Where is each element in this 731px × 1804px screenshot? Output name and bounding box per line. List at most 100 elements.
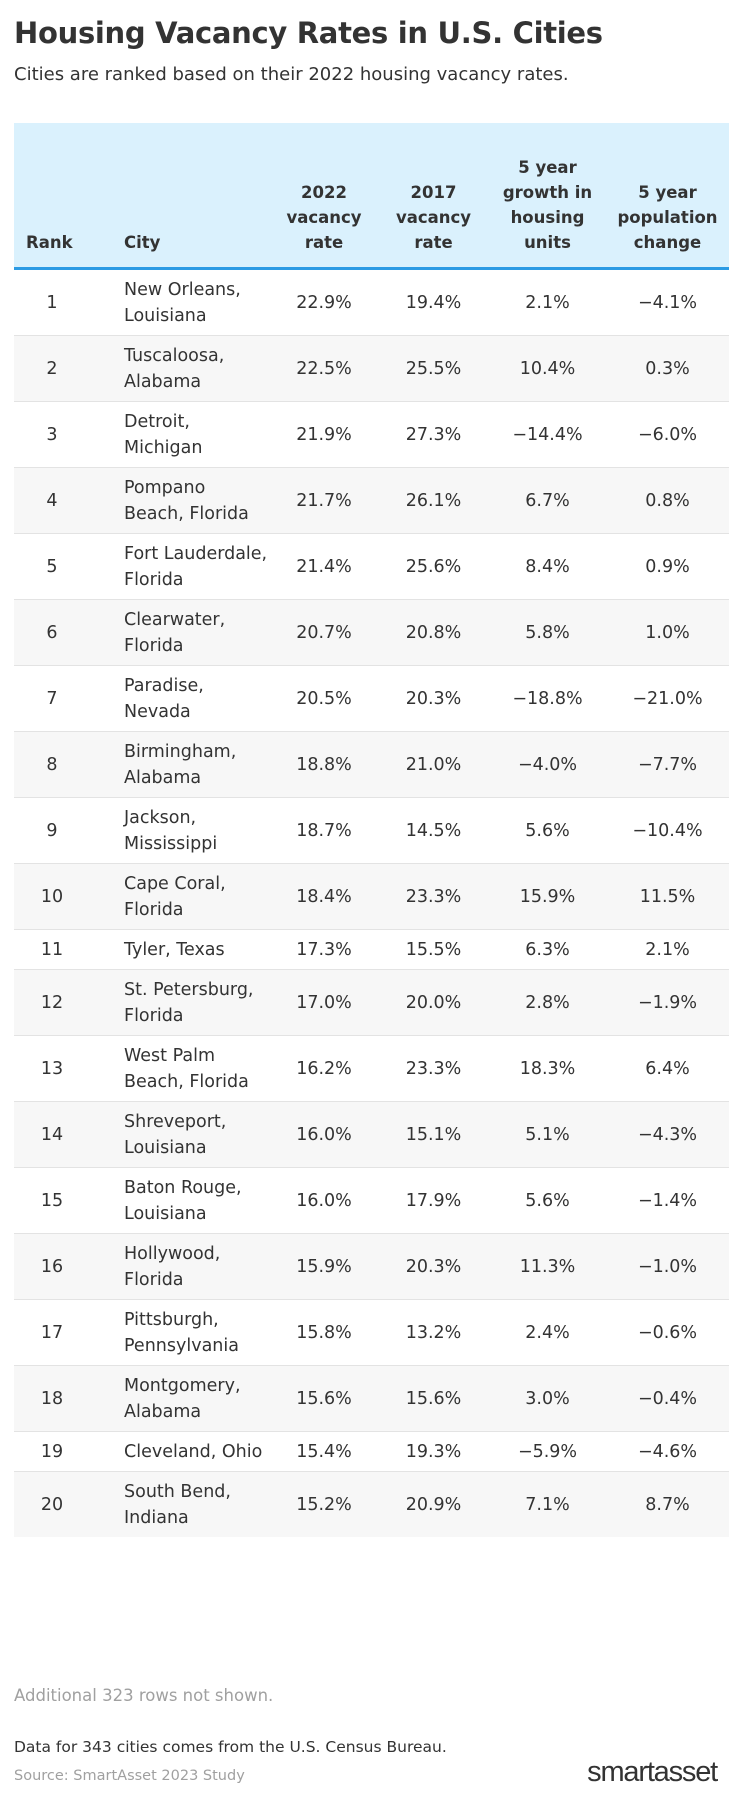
vacancy-2022-cell: 15.8% [270, 1299, 378, 1366]
housing-growth-cell: 6.7% [489, 467, 606, 534]
vacancy-2022-cell: 21.9% [270, 401, 378, 468]
population-change-cell: −1.4% [606, 1167, 729, 1234]
housing-growth-cell: 6.3% [489, 929, 606, 970]
population-change-cell: −4.6% [606, 1431, 729, 1472]
vacancy-table-container: Rank City 2022 vacancy rate 2017 vacancy… [14, 123, 729, 1537]
population-change-cell: 11.5% [606, 863, 729, 930]
column-header-2022-vacancy-rate: 2022 vacancy rate [270, 123, 378, 270]
housing-growth-cell: −14.4% [489, 401, 606, 468]
table-row: 17 Pittsburgh, Pennsylvania 15.8% 13.2% 2.4%… [14, 1299, 729, 1366]
population-change-cell: −7.7% [606, 731, 729, 798]
housing-growth-cell: 15.9% [489, 863, 606, 930]
table-row: 7 Paradise, Nevada 20.5% 20.3% −18.8% −21.0% [14, 665, 729, 732]
city-cell: New Orleans, Louisiana [124, 268, 270, 336]
population-change-cell: −0.6% [606, 1299, 729, 1366]
vacancy-2017-cell: 25.5% [378, 335, 489, 402]
vacancy-2022-cell: 21.4% [270, 533, 378, 600]
rank-cell: 2 [14, 335, 124, 402]
housing-growth-cell: 2.8% [489, 969, 606, 1036]
city-cell: St. Petersburg, Florida [124, 969, 270, 1036]
population-change-cell: −4.1% [606, 268, 729, 336]
city-cell: Cape Coral, Florida [124, 863, 270, 930]
population-change-cell: 0.9% [606, 533, 729, 600]
table-row: 15 Baton Rouge, Louisiana 16.0% 17.9% 5.6% −1… [14, 1167, 729, 1234]
population-change-cell: −1.0% [606, 1233, 729, 1300]
population-change-cell: −6.0% [606, 401, 729, 468]
city-cell: Pittsburgh, Pennsylvania [124, 1299, 270, 1366]
housing-growth-cell: −4.0% [489, 731, 606, 798]
table-row: 4 Pompano Beach, Florida 21.7% 26.1% 6.7% 0.8… [14, 467, 729, 534]
population-change-cell: 2.1% [606, 929, 729, 970]
rank-cell: 20 [14, 1471, 124, 1537]
table-row: 10 Cape Coral, Florida 18.4% 23.3% 15.9% 11.5… [14, 863, 729, 930]
table-row: 8 Birmingham, Alabama 18.8% 21.0% −4.0% −7.7% [14, 731, 729, 798]
vacancy-2017-cell: 17.9% [378, 1167, 489, 1234]
rank-cell: 3 [14, 401, 124, 468]
vacancy-2017-cell: 20.0% [378, 969, 489, 1036]
table-row: 16 Hollywood, Florida 15.9% 20.3% 11.3% −1.0% [14, 1233, 729, 1300]
city-cell: West Palm Beach, Florida [124, 1035, 270, 1102]
vacancy-2022-cell: 16.0% [270, 1101, 378, 1168]
vacancy-2017-cell: 23.3% [378, 863, 489, 930]
housing-growth-cell: 5.6% [489, 797, 606, 864]
vacancy-2017-cell: 20.9% [378, 1471, 489, 1537]
city-cell: Paradise, Nevada [124, 665, 270, 732]
city-cell: Jackson, Mississippi [124, 797, 270, 864]
table-row: 14 Shreveport, Louisiana 16.0% 15.1% 5.1% −4.… [14, 1101, 729, 1168]
page-title: Housing Vacancy Rates in U.S. Cities [14, 16, 603, 50]
city-cell: Tyler, Texas [124, 929, 270, 970]
column-header-housing-unit-growth: 5 year growth in housing units [489, 123, 606, 270]
vacancy-2017-cell: 15.5% [378, 929, 489, 970]
city-cell: Fort Lauderdale, Florida [124, 533, 270, 600]
vacancy-2017-cell: 15.6% [378, 1365, 489, 1432]
population-change-cell: −21.0% [606, 665, 729, 732]
table-row: 1 New Orleans, Louisiana 22.9% 19.4% 2.1% −4.… [14, 268, 729, 336]
vacancy-2022-cell: 15.9% [270, 1233, 378, 1300]
table-row: 6 Clearwater, Florida 20.7% 20.8% 5.8% 1.0% [14, 599, 729, 666]
vacancy-2022-cell: 20.5% [270, 665, 378, 732]
vacancy-2022-cell: 17.3% [270, 929, 378, 970]
vacancy-2017-cell: 23.3% [378, 1035, 489, 1102]
smartasset-logo: smartasset [587, 1756, 718, 1788]
city-cell: Clearwater, Florida [124, 599, 270, 666]
rank-cell: 12 [14, 969, 124, 1036]
rank-cell: 18 [14, 1365, 124, 1432]
city-cell: Montgomery, Alabama [124, 1365, 270, 1432]
vacancy-2017-cell: 15.1% [378, 1101, 489, 1168]
city-cell: Birmingham, Alabama [124, 731, 270, 798]
rank-cell: 17 [14, 1299, 124, 1366]
vacancy-2022-cell: 22.5% [270, 335, 378, 402]
rank-cell: 6 [14, 599, 124, 666]
table-row: 18 Montgomery, Alabama 15.6% 15.6% 3.0% −0.4% [14, 1365, 729, 1432]
population-change-cell: −10.4% [606, 797, 729, 864]
vacancy-table: Rank City 2022 vacancy rate 2017 vacancy… [14, 123, 729, 1537]
page-subtitle: Cities are ranked based on their 2022 ho… [14, 64, 569, 85]
vacancy-2017-cell: 25.6% [378, 533, 489, 600]
housing-growth-cell: 18.3% [489, 1035, 606, 1102]
rank-cell: 1 [14, 268, 124, 336]
vacancy-2022-cell: 18.4% [270, 863, 378, 930]
vacancy-2022-cell: 21.7% [270, 467, 378, 534]
rank-cell: 5 [14, 533, 124, 600]
vacancy-2017-cell: 13.2% [378, 1299, 489, 1366]
city-cell: Pompano Beach, Florida [124, 467, 270, 534]
rank-cell: 15 [14, 1167, 124, 1234]
city-cell: Shreveport, Louisiana [124, 1101, 270, 1168]
population-change-cell: 8.7% [606, 1471, 729, 1537]
table-row: 2 Tuscaloosa, Alabama 22.5% 25.5% 10.4% 0.3% [14, 335, 729, 402]
source-credit: Source: SmartAsset 2023 Study [14, 1768, 245, 1784]
vacancy-2022-cell: 18.7% [270, 797, 378, 864]
vacancy-2022-cell: 16.2% [270, 1035, 378, 1102]
vacancy-2017-cell: 20.3% [378, 665, 489, 732]
housing-growth-cell: 5.6% [489, 1167, 606, 1234]
city-cell: Cleveland, Ohio [124, 1431, 270, 1472]
table-row: 19 Cleveland, Ohio 15.4% 19.3% −5.9% −4.6% [14, 1431, 729, 1472]
vacancy-2022-cell: 15.6% [270, 1365, 378, 1432]
vacancy-2022-cell: 17.0% [270, 969, 378, 1036]
housing-growth-cell: 3.0% [489, 1365, 606, 1432]
housing-growth-cell: 7.1% [489, 1471, 606, 1537]
vacancy-2017-cell: 19.4% [378, 268, 489, 336]
vacancy-2017-cell: 19.3% [378, 1431, 489, 1472]
table-row: 5 Fort Lauderdale, Florida 21.4% 25.6% 8.4% 0… [14, 533, 729, 600]
housing-growth-cell: 5.8% [489, 599, 606, 666]
